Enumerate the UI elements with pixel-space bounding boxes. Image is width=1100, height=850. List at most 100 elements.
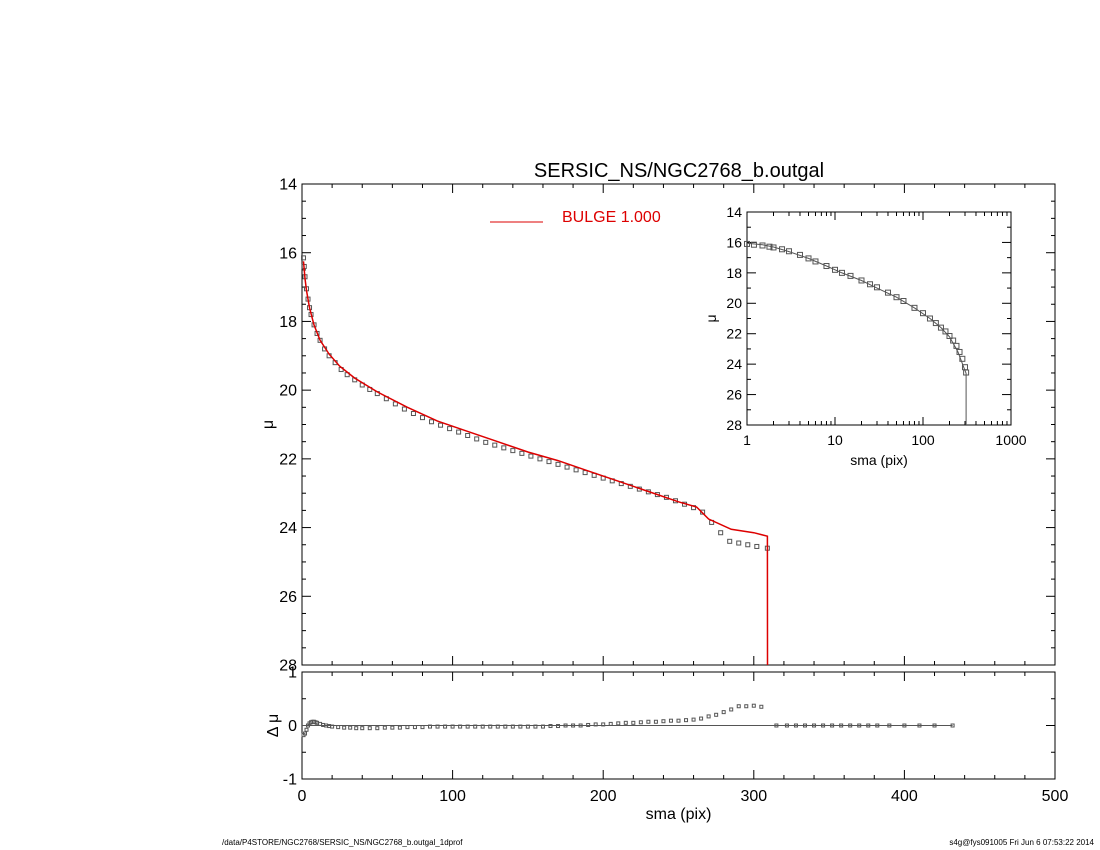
main-data-point bbox=[546, 459, 552, 465]
footer-timestamp: s4g@fys091005 Fri Jun 6 07:53:22 2014 bbox=[949, 838, 1094, 847]
inset-ytick-label: 22 bbox=[726, 326, 742, 342]
residual-ytick-label: 1 bbox=[288, 665, 297, 682]
main-data-point bbox=[727, 538, 733, 544]
residual-point bbox=[751, 703, 756, 708]
residual-point bbox=[360, 726, 365, 731]
inset-data-point bbox=[911, 304, 918, 311]
residual-point bbox=[668, 718, 673, 723]
inset-data-point bbox=[932, 320, 939, 327]
inset-xlabel: sma (pix) bbox=[850, 452, 908, 468]
inset-panel: 14 16 18 20 22 24 26 281 10 100 1000 sma (pix) μ bbox=[703, 204, 1027, 468]
residual-point bbox=[736, 704, 741, 709]
residual-point bbox=[601, 722, 606, 727]
residual-point bbox=[354, 726, 359, 731]
inset-data-point bbox=[744, 240, 750, 247]
inset-ytick-label: 26 bbox=[726, 386, 742, 402]
main-data-point bbox=[582, 470, 588, 476]
residual-point bbox=[342, 725, 347, 730]
residual-point bbox=[525, 724, 530, 729]
inset-background bbox=[747, 212, 1011, 425]
residual-point bbox=[465, 724, 470, 729]
main-data-point bbox=[700, 509, 706, 515]
main-ylabel: μ bbox=[260, 420, 277, 429]
main-ytick-label: 24 bbox=[279, 520, 297, 537]
inset-data-point bbox=[937, 324, 944, 331]
residual-point bbox=[706, 714, 711, 719]
residual-xtick-label: 400 bbox=[891, 788, 918, 805]
residual-xtick-label: 100 bbox=[439, 788, 466, 805]
inset-data-point bbox=[900, 298, 907, 305]
inset-xtick-label: 1 bbox=[743, 432, 751, 448]
inset-data-point bbox=[867, 281, 874, 288]
inset-ytick-label: 16 bbox=[726, 234, 742, 250]
inset-data-point bbox=[959, 355, 966, 362]
chart-title: SERSIC_NS/NGC2768_b.outgal bbox=[534, 160, 824, 182]
residual-point bbox=[902, 723, 907, 728]
residual-point bbox=[616, 721, 621, 726]
residual-point bbox=[638, 720, 643, 725]
main-data-point bbox=[736, 540, 742, 546]
residual-point bbox=[428, 724, 433, 729]
residual-point bbox=[586, 722, 591, 727]
main-ytick-label: 14 bbox=[279, 177, 297, 194]
residual-point bbox=[866, 723, 871, 728]
legend-label: BULGE 1.000 bbox=[562, 209, 661, 226]
main-data-point bbox=[429, 419, 435, 425]
inset-data-point bbox=[873, 284, 880, 291]
residual-point bbox=[661, 719, 666, 724]
residual-point bbox=[803, 723, 808, 728]
main-data-point bbox=[401, 406, 407, 412]
residual-point bbox=[420, 725, 425, 730]
residual-point bbox=[691, 717, 696, 722]
inset-xtick-label: 1000 bbox=[995, 432, 1026, 448]
residual-point bbox=[435, 724, 440, 729]
main-ytick-label: 22 bbox=[279, 451, 297, 468]
inset-data-point bbox=[812, 258, 819, 265]
main-data-point bbox=[419, 415, 425, 421]
main-data-point bbox=[492, 442, 498, 448]
residual-point bbox=[304, 727, 309, 732]
inset-data-point bbox=[920, 310, 926, 317]
main-data-point bbox=[564, 464, 570, 470]
inset-data-point bbox=[832, 266, 838, 273]
residual-point bbox=[488, 724, 493, 729]
main-data-point bbox=[745, 542, 751, 548]
main-data-point bbox=[537, 456, 543, 462]
inset-ytick-label: 14 bbox=[726, 204, 742, 220]
residual-point bbox=[784, 723, 789, 728]
residual-point bbox=[653, 719, 658, 724]
residual-xtick-label: 0 bbox=[298, 788, 307, 805]
inset-ytick-label: 20 bbox=[726, 295, 742, 311]
residual-point bbox=[759, 704, 764, 709]
main-data-point bbox=[301, 255, 307, 261]
residual-point bbox=[676, 718, 681, 723]
residual-point bbox=[593, 722, 598, 727]
residual-point bbox=[812, 723, 817, 728]
main-data-point bbox=[474, 436, 480, 442]
residual-point bbox=[932, 723, 937, 728]
inset-data-point bbox=[796, 251, 803, 258]
residual-point bbox=[839, 723, 844, 728]
main-data-point bbox=[718, 530, 724, 536]
residual-point bbox=[793, 723, 798, 728]
inset-ytick-label: 24 bbox=[726, 356, 742, 372]
main-data-point bbox=[456, 429, 462, 435]
inset-data-point bbox=[953, 342, 960, 349]
inset-data-point bbox=[963, 369, 970, 376]
inset-data-point bbox=[823, 263, 830, 270]
inset-xtick-label: 10 bbox=[827, 432, 843, 448]
residual-point bbox=[548, 724, 553, 729]
residual-point bbox=[330, 724, 335, 729]
main-ytick-label: 18 bbox=[279, 314, 297, 331]
residual-point bbox=[821, 723, 826, 728]
main-data-point bbox=[483, 439, 489, 445]
residual-point bbox=[744, 704, 749, 709]
residual-point bbox=[503, 724, 508, 729]
inset-data-point bbox=[779, 246, 786, 253]
inset-data-point bbox=[926, 315, 933, 322]
main-data-point bbox=[573, 467, 579, 473]
residual-point bbox=[729, 707, 734, 712]
residual-point bbox=[450, 724, 455, 729]
residual-point bbox=[518, 724, 523, 729]
